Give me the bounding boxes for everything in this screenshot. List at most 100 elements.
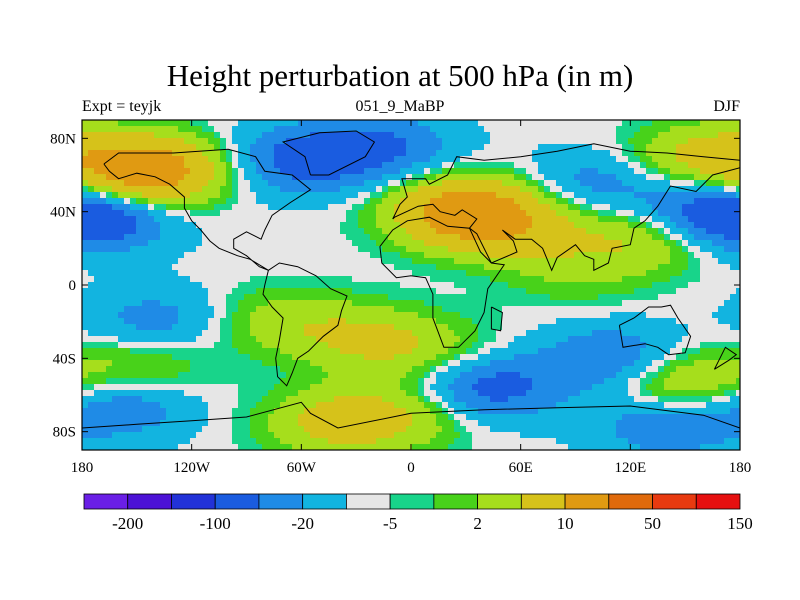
field-cell — [544, 360, 551, 367]
field-cell — [298, 378, 305, 385]
field-cell — [490, 348, 497, 355]
field-cell — [244, 150, 251, 157]
field-cell — [124, 198, 131, 205]
field-cell — [268, 360, 275, 367]
field-cell — [214, 258, 221, 265]
field-cell — [628, 126, 635, 133]
field-cell — [724, 378, 731, 385]
field-cell — [568, 126, 575, 133]
field-cell — [550, 126, 557, 133]
field-cell — [214, 336, 221, 343]
field-cell — [376, 348, 383, 355]
field-cell — [118, 234, 125, 241]
field-cell — [310, 300, 317, 307]
field-cell — [436, 264, 443, 271]
field-cell — [616, 342, 623, 349]
field-cell — [508, 228, 515, 235]
field-cell — [736, 276, 740, 283]
field-cell — [346, 324, 353, 331]
field-cell — [316, 246, 323, 253]
field-cell — [190, 342, 197, 349]
field-cell — [700, 126, 707, 133]
field-cell — [640, 150, 647, 157]
field-cell — [304, 276, 311, 283]
field-cell — [616, 354, 623, 361]
field-cell — [310, 390, 317, 397]
field-cell — [298, 132, 305, 139]
field-cell — [550, 162, 557, 169]
field-cell — [520, 366, 527, 373]
field-cell — [352, 366, 359, 373]
field-cell — [460, 150, 467, 157]
field-cell — [598, 222, 605, 229]
field-cell — [106, 300, 113, 307]
field-cell — [526, 126, 533, 133]
field-cell — [202, 372, 209, 379]
field-cell — [388, 150, 395, 157]
field-cell — [478, 138, 485, 145]
field-cell — [484, 156, 491, 163]
field-cell — [346, 198, 353, 205]
field-cell — [712, 144, 719, 151]
field-cell — [418, 216, 425, 223]
field-cell — [616, 192, 623, 199]
field-cell — [142, 348, 149, 355]
field-cell — [478, 168, 485, 175]
field-cell — [508, 240, 515, 247]
field-cell — [604, 336, 611, 343]
field-cell — [652, 366, 659, 373]
field-cell — [454, 180, 461, 187]
field-cell — [694, 180, 701, 187]
field-cell — [556, 120, 563, 127]
field-cell — [424, 366, 431, 373]
field-cell — [220, 192, 227, 199]
field-cell — [466, 156, 473, 163]
field-cell — [664, 360, 671, 367]
field-cell — [424, 276, 431, 283]
field-cell — [256, 330, 263, 337]
field-cell — [178, 168, 185, 175]
field-cell — [586, 144, 593, 151]
field-cell — [352, 258, 359, 265]
field-cell — [460, 240, 467, 247]
field-cell — [688, 240, 695, 247]
field-cell — [616, 360, 623, 367]
field-cell — [670, 372, 677, 379]
field-cell — [574, 186, 581, 193]
field-cell — [178, 330, 185, 337]
field-cell — [472, 306, 479, 313]
field-cell — [268, 390, 275, 397]
field-cell — [670, 186, 677, 193]
field-cell — [436, 366, 443, 373]
field-cell — [676, 324, 683, 331]
field-cell — [664, 168, 671, 175]
field-cell — [178, 318, 185, 325]
field-cell — [376, 174, 383, 181]
field-cell — [88, 294, 95, 301]
field-cell — [352, 348, 359, 355]
field-cell — [322, 378, 329, 385]
field-cell — [154, 372, 161, 379]
field-cell — [100, 258, 107, 265]
field-cell — [454, 132, 461, 139]
field-cell — [718, 312, 725, 319]
field-cell — [478, 234, 485, 241]
field-cell — [706, 210, 713, 217]
field-cell — [196, 348, 203, 355]
field-cell — [676, 342, 683, 349]
field-cell — [142, 192, 149, 199]
field-cell — [568, 234, 575, 241]
field-cell — [298, 216, 305, 223]
field-cell — [682, 240, 689, 247]
field-cell — [412, 240, 419, 247]
field-cell — [112, 312, 119, 319]
field-cell — [598, 132, 605, 139]
field-cell — [646, 294, 653, 301]
field-cell — [136, 222, 143, 229]
field-cell — [352, 306, 359, 313]
field-cell — [172, 384, 179, 391]
field-cell — [190, 228, 197, 235]
field-cell — [268, 234, 275, 241]
field-cell — [250, 204, 257, 211]
field-cell — [514, 210, 521, 217]
